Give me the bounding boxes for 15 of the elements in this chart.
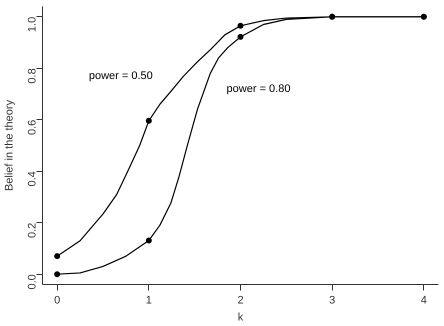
x-tick-label: 4 [420,294,427,306]
y-axis-title: Belief in the theory [4,99,16,192]
x-tick-label: 0 [54,294,60,306]
y-tick-label: 0.8 [26,68,38,84]
series-label: power = 0.80 [226,82,290,95]
y-tick-label: 0.0 [26,274,38,290]
x-tick-label: 1 [146,294,152,306]
x-tick-label: 2 [237,294,244,306]
x-axis-title: k [238,312,244,324]
series-label: power = 0.50 [88,70,153,82]
y-tick-label: 1.0 [26,16,38,32]
x-tick-label: 3 [329,294,336,306]
y-tick-label: 0.4 [26,171,38,187]
y-tick-label: 0.6 [26,120,38,136]
y-tick-label: 0.2 [26,222,38,238]
